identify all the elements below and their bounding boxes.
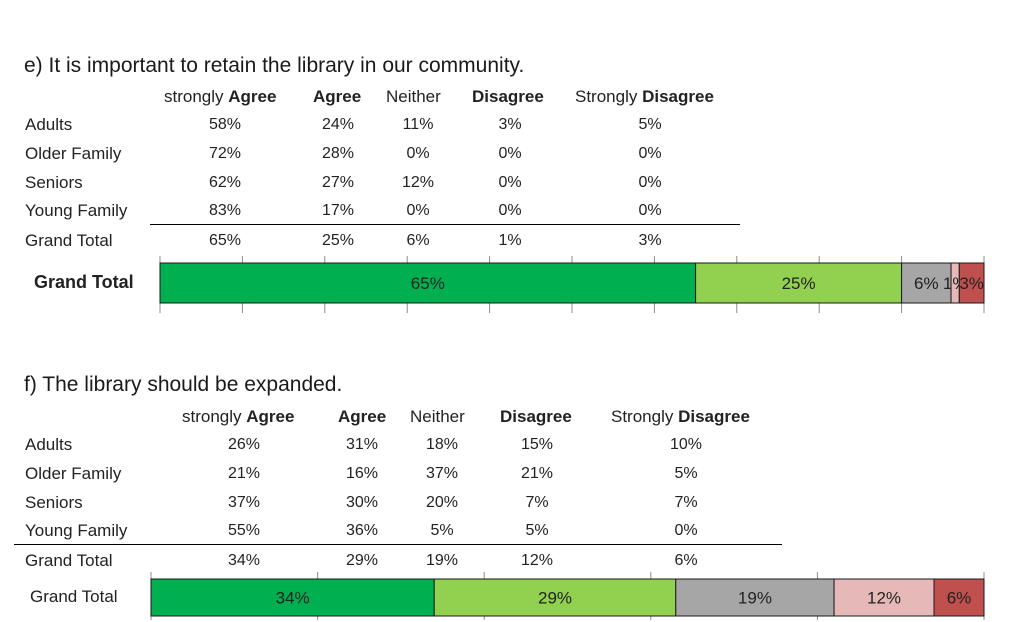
- table-cell: 65%: [208, 232, 242, 249]
- row-label-seniors: Seniors: [25, 493, 83, 512]
- header-strongly-agree: strongly Agree: [164, 87, 277, 106]
- row-label-older-family: Older Family: [25, 144, 122, 163]
- table-cell: 31%: [345, 436, 379, 453]
- header-neither: Neither: [386, 87, 441, 106]
- bar-data-label: 25%: [782, 274, 816, 293]
- bar-data-label: 12%: [867, 589, 901, 608]
- table-cell: 29%: [345, 552, 379, 569]
- table-cell: 6%: [406, 232, 430, 249]
- row-label-adults: Adults: [25, 115, 73, 134]
- table-cell: 55%: [227, 522, 261, 539]
- table-cell: 0%: [498, 145, 522, 162]
- table-divider: [150, 224, 740, 225]
- table-cell: 62%: [208, 174, 242, 191]
- table-cell: 15%: [520, 436, 554, 453]
- table-cell: 5%: [430, 522, 454, 539]
- row-label-young-family: Young Family: [25, 201, 128, 220]
- row-label-young-family: Young Family: [25, 521, 128, 540]
- bar-segment: [695, 262, 903, 304]
- table-cell: 37%: [425, 465, 459, 482]
- table-cell: 5%: [525, 522, 549, 539]
- bar-data-label: 6%: [914, 274, 939, 293]
- bar-segment: [958, 262, 985, 304]
- row-label-grand-total: Grand Total: [25, 231, 113, 250]
- row-label-seniors: Seniors: [25, 173, 83, 192]
- row-label-older-family: Older Family: [25, 464, 122, 483]
- table-cell: 10%: [669, 436, 703, 453]
- table-cell: 16%: [345, 465, 379, 482]
- bar-segment: [150, 578, 435, 617]
- section-e-title: e) It is important to retain the library…: [24, 54, 525, 77]
- bar-data-label: 3%: [959, 274, 984, 293]
- table-cell: 0%: [406, 145, 430, 162]
- header-disagree: Disagree: [472, 87, 544, 106]
- table-cell: 7%: [525, 494, 549, 511]
- table-cell: 34%: [227, 552, 261, 569]
- table-cell: 18%: [425, 436, 459, 453]
- row-label-grand-total: Grand Total: [25, 551, 113, 570]
- table-cell: 0%: [498, 202, 522, 219]
- table-divider: [14, 544, 782, 545]
- bar-data-label: 29%: [538, 589, 572, 608]
- table-cell: 17%: [321, 202, 355, 219]
- stacked-bar-chart-0: 65% 25% 6% 1%3%: [159, 256, 985, 313]
- bar-segment: [933, 578, 985, 617]
- bar-data-label: 65%: [411, 274, 445, 293]
- table-cell: 11%: [402, 116, 434, 133]
- table-cell: 0%: [638, 145, 662, 162]
- table-cell: 20%: [425, 494, 459, 511]
- table-cell: 37%: [227, 494, 261, 511]
- table-cell: 12%: [401, 174, 435, 191]
- table-cell: 5%: [674, 465, 698, 482]
- table-cell: 26%: [227, 436, 261, 453]
- table-cell: 0%: [498, 174, 522, 191]
- header-agree: Agree: [313, 87, 362, 106]
- table-cell: 0%: [406, 202, 430, 219]
- bar-segment: [901, 262, 952, 304]
- table-cell: 0%: [638, 174, 662, 191]
- table-cell: 27%: [321, 174, 355, 191]
- table-cell: 83%: [208, 202, 242, 219]
- stacked-bar-chart-1: 34% 29% 19% 12% 6%: [150, 572, 985, 620]
- bar-category-label: Grand Total: [34, 272, 134, 292]
- table-cell: 72%: [208, 145, 242, 162]
- header-strongly-disagree: Strongly Disagree: [575, 87, 714, 106]
- header-strongly-agree: strongly Agree: [182, 407, 295, 426]
- table-cell: 1%: [498, 232, 522, 249]
- bar-data-label: 19%: [738, 589, 772, 608]
- header-disagree: Disagree: [500, 407, 572, 426]
- header-neither: Neither: [410, 407, 465, 426]
- bar-category-label: Grand Total: [30, 587, 118, 606]
- table-cell: 25%: [321, 232, 355, 249]
- table-cell: 0%: [674, 522, 698, 539]
- table-cell: 19%: [425, 552, 459, 569]
- bar-data-label: 34%: [276, 589, 310, 608]
- table-cell: 24%: [321, 116, 355, 133]
- header-strongly-disagree: Strongly Disagree: [611, 407, 750, 426]
- table-cell: 36%: [345, 522, 379, 539]
- table-cell: 7%: [674, 494, 698, 511]
- table-cell: 3%: [498, 116, 522, 133]
- table-cell: 12%: [520, 552, 554, 569]
- bar-data-label: 6%: [947, 589, 972, 608]
- bar-segment: [433, 578, 677, 617]
- table-cell: 21%: [227, 465, 261, 482]
- table-cell: 28%: [321, 145, 355, 162]
- table-cell: 21%: [520, 465, 554, 482]
- table-cell: 5%: [638, 116, 662, 133]
- table-cell: 6%: [674, 552, 698, 569]
- table-cell: 3%: [638, 232, 662, 249]
- table-cell: 30%: [345, 494, 379, 511]
- table-cell: 0%: [638, 202, 662, 219]
- table-cell: 58%: [208, 116, 242, 133]
- bar-segment: [833, 578, 935, 617]
- bar-segment: [159, 262, 697, 304]
- row-label-adults: Adults: [25, 435, 73, 454]
- header-agree: Agree: [338, 407, 387, 426]
- section-f-title: f) The library should be expanded.: [24, 373, 343, 396]
